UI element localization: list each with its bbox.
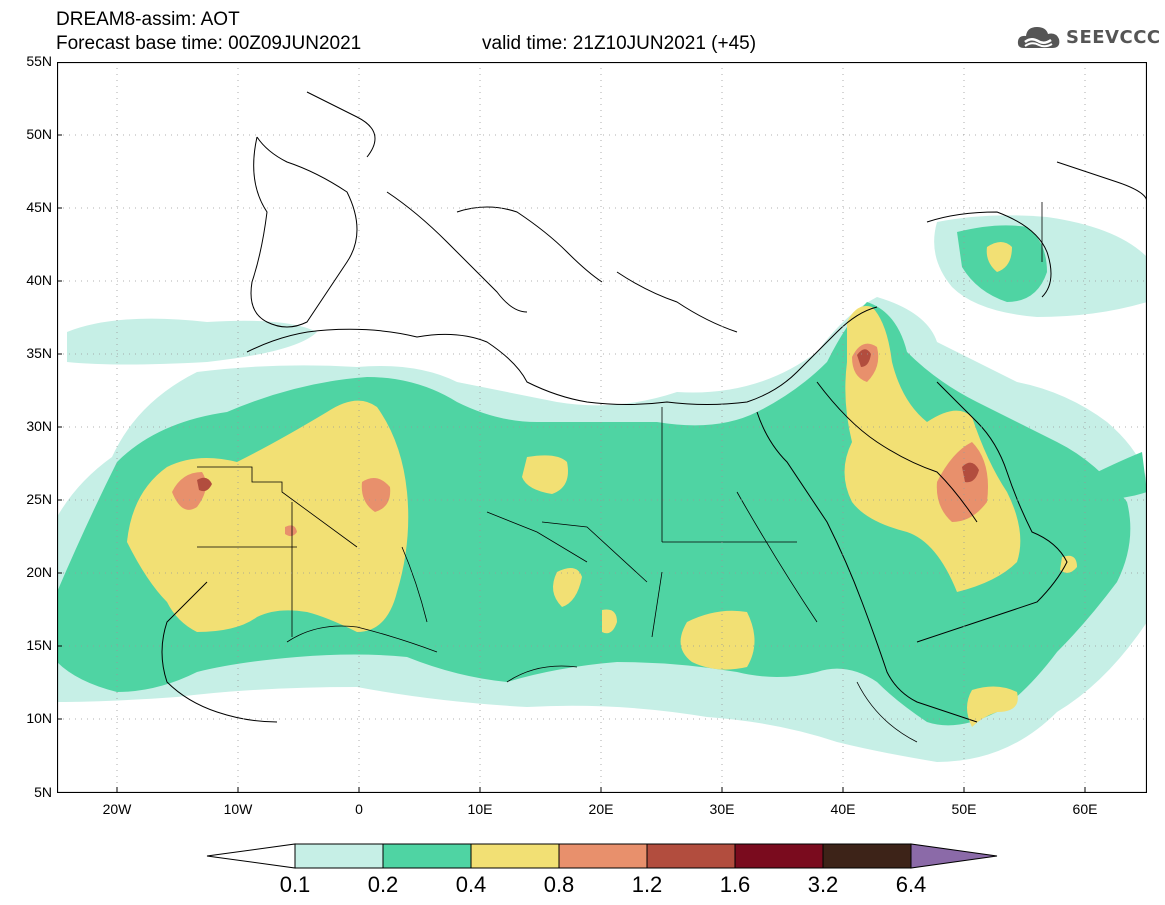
lon-label: 30E — [709, 801, 735, 817]
lon-label: 10W — [223, 801, 253, 817]
lon-label: 50E — [951, 801, 977, 817]
colorbar-segment — [558, 843, 648, 869]
colorbar-upper-extend — [910, 843, 998, 869]
seevccc-logo: SEEVCCC — [1016, 22, 1161, 52]
colorbar — [206, 843, 998, 869]
lon-label: 0 — [355, 801, 363, 817]
colorbar-label: 0.2 — [367, 872, 399, 897]
colorbar-segment — [646, 843, 736, 869]
lat-label: 30N — [26, 418, 52, 434]
colorbar-segment — [470, 843, 560, 869]
colorbar-label: 6.4 — [895, 872, 927, 897]
lat-label: 15N — [26, 637, 52, 653]
lat-label: 20N — [26, 564, 52, 580]
lat-label: 10N — [26, 710, 52, 726]
lon-label: 60E — [1072, 801, 1098, 817]
colorbar-segment — [382, 843, 472, 869]
forecast-base-time: Forecast base time: 00Z09JUN2021 — [56, 33, 362, 54]
logo-text: SEEVCCC — [1066, 26, 1161, 48]
aot-band-0.4 — [127, 242, 1077, 727]
cloud-icon — [1017, 27, 1060, 48]
lat-label: 50N — [26, 126, 52, 142]
lat-label: 45N — [26, 199, 52, 215]
coastlines — [161, 91, 1147, 723]
lat-label: 35N — [26, 345, 52, 361]
lat-label: 40N — [26, 272, 52, 288]
axis-ticks — [57, 62, 1086, 793]
colorbar-segment — [822, 843, 912, 869]
colorbar-segment — [294, 843, 384, 869]
colorbar-label: 0.4 — [455, 872, 487, 897]
lon-label: 20E — [588, 801, 614, 817]
country-borders — [197, 202, 1043, 743]
lon-label: 40E — [830, 801, 856, 817]
lat-label: 25N — [26, 491, 52, 507]
chart-title: DREAM8-assim: AOT — [56, 9, 240, 30]
colorbar-label: 0.1 — [279, 872, 311, 897]
lat-label: 5N — [34, 784, 52, 800]
map-panel — [57, 62, 1147, 793]
lon-label: 10E — [467, 801, 493, 817]
colorbar-lower-extend — [206, 843, 296, 869]
colorbar-label: 1.6 — [719, 872, 751, 897]
colorbar-segment — [734, 843, 824, 869]
colorbar-label: 3.2 — [807, 872, 839, 897]
valid-time: valid time: 21Z10JUN2021 (+45) — [482, 33, 757, 54]
lon-label: 20W — [102, 801, 132, 817]
colorbar-label: 1.2 — [631, 872, 663, 897]
colorbar-label: 0.8 — [543, 872, 575, 897]
lat-label: 55N — [26, 53, 52, 69]
